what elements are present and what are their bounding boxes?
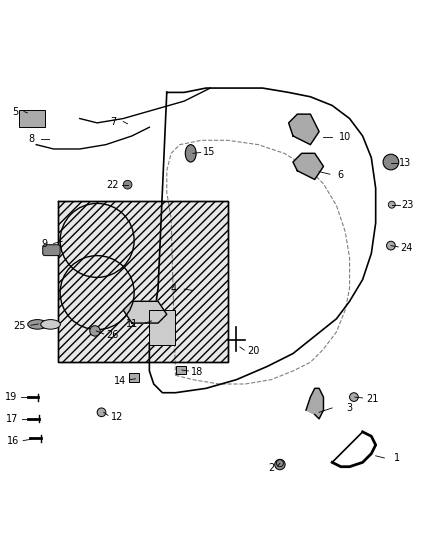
Text: 15: 15 xyxy=(203,148,215,157)
Circle shape xyxy=(387,241,395,250)
Text: 2: 2 xyxy=(268,463,274,473)
Text: 3: 3 xyxy=(346,403,353,413)
Text: 21: 21 xyxy=(366,394,378,404)
Text: 23: 23 xyxy=(401,200,413,209)
Polygon shape xyxy=(293,154,323,180)
Circle shape xyxy=(97,408,106,417)
Text: 7: 7 xyxy=(110,117,117,126)
Text: 4: 4 xyxy=(170,284,177,294)
FancyBboxPatch shape xyxy=(149,310,176,345)
Ellipse shape xyxy=(41,320,60,329)
Circle shape xyxy=(350,393,358,401)
Text: 10: 10 xyxy=(339,132,351,142)
Text: 1: 1 xyxy=(394,453,400,463)
Ellipse shape xyxy=(28,320,47,329)
Text: 26: 26 xyxy=(106,330,119,340)
Text: 25: 25 xyxy=(14,321,26,331)
Text: 19: 19 xyxy=(5,392,17,402)
Text: 24: 24 xyxy=(400,243,412,253)
Text: 16: 16 xyxy=(7,435,20,446)
Circle shape xyxy=(90,326,100,336)
Circle shape xyxy=(276,460,283,467)
Text: 22: 22 xyxy=(106,180,119,190)
Text: 17: 17 xyxy=(6,414,18,424)
Text: 5: 5 xyxy=(12,107,18,117)
Text: 11: 11 xyxy=(126,319,138,329)
Text: 12: 12 xyxy=(110,411,123,422)
Polygon shape xyxy=(306,389,323,419)
Text: 13: 13 xyxy=(399,158,411,168)
Text: 20: 20 xyxy=(247,346,259,357)
Circle shape xyxy=(123,180,132,189)
Circle shape xyxy=(383,154,399,170)
Text: 14: 14 xyxy=(113,376,126,385)
FancyBboxPatch shape xyxy=(43,245,60,256)
Polygon shape xyxy=(58,201,228,362)
Text: 8: 8 xyxy=(28,134,34,144)
Text: 6: 6 xyxy=(338,170,344,180)
Polygon shape xyxy=(123,301,167,323)
Text: 9: 9 xyxy=(41,239,47,249)
Text: 18: 18 xyxy=(191,367,203,377)
FancyBboxPatch shape xyxy=(129,373,139,382)
FancyBboxPatch shape xyxy=(19,110,45,127)
Circle shape xyxy=(389,201,395,208)
Ellipse shape xyxy=(185,144,196,162)
Polygon shape xyxy=(289,114,319,144)
FancyBboxPatch shape xyxy=(176,366,186,375)
Circle shape xyxy=(275,459,285,470)
